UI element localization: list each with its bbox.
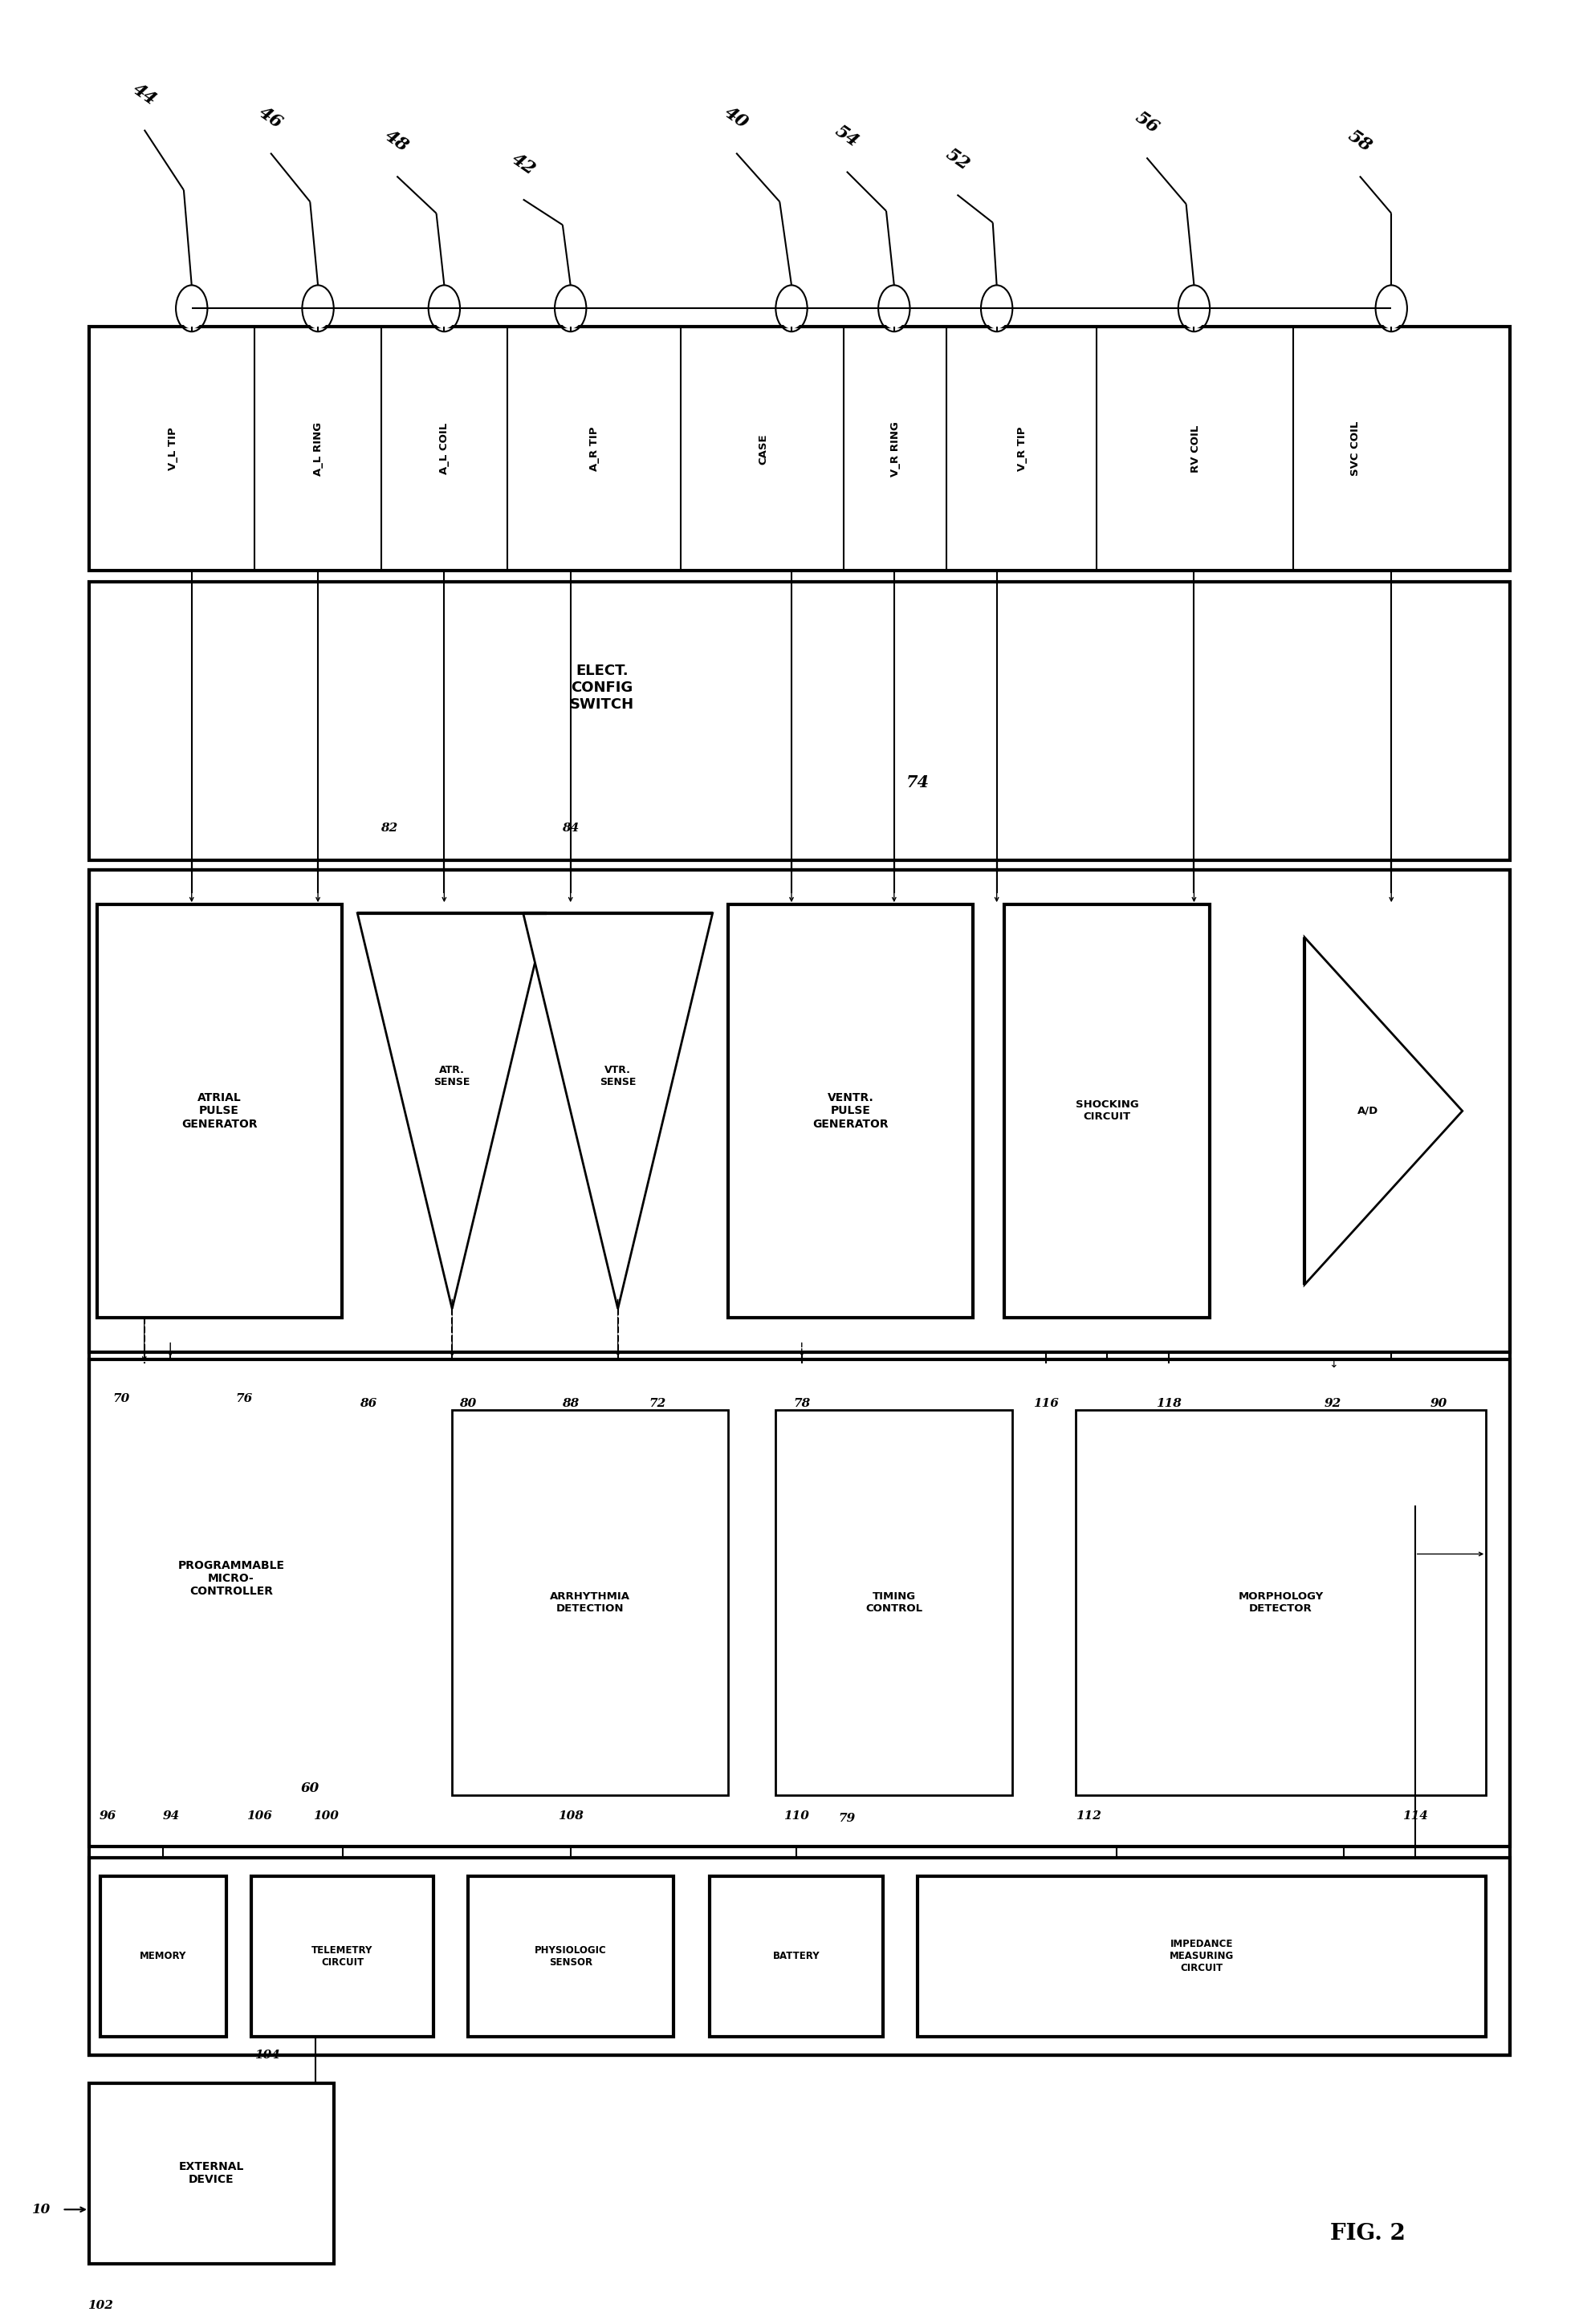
Text: 96: 96 xyxy=(100,1810,117,1822)
Text: BATTERY: BATTERY xyxy=(773,1952,820,1961)
Text: 42: 42 xyxy=(508,151,538,179)
Text: 60: 60 xyxy=(301,1783,320,1794)
Text: 104: 104 xyxy=(255,2050,280,2061)
Text: 90: 90 xyxy=(1429,1397,1447,1408)
Text: A_R TIP: A_R TIP xyxy=(589,428,600,472)
Text: ATRIAL
PULSE
GENERATOR: ATRIAL PULSE GENERATOR xyxy=(182,1092,258,1129)
Circle shape xyxy=(557,288,584,328)
Circle shape xyxy=(779,288,804,328)
Text: 92: 92 xyxy=(1325,1397,1341,1408)
Text: 54: 54 xyxy=(831,123,863,151)
Text: 74: 74 xyxy=(905,774,929,790)
Bar xyxy=(89,1857,1510,2054)
Text: 106: 106 xyxy=(247,1810,272,1822)
Bar xyxy=(89,869,1510,2054)
Text: 78: 78 xyxy=(793,1397,810,1408)
Text: EXTERNAL
DEVICE: EXTERNAL DEVICE xyxy=(179,2161,244,2185)
Text: VTR.
SENSE: VTR. SENSE xyxy=(600,1064,636,1088)
Text: 94: 94 xyxy=(163,1810,179,1822)
Text: ATR.
SENSE: ATR. SENSE xyxy=(434,1064,470,1088)
Circle shape xyxy=(880,288,907,328)
Bar xyxy=(453,1411,728,1794)
Polygon shape xyxy=(358,913,546,1308)
Circle shape xyxy=(983,288,1010,328)
Bar xyxy=(89,2082,334,2264)
Text: 52: 52 xyxy=(942,146,972,174)
Text: 88: 88 xyxy=(562,1397,579,1408)
Circle shape xyxy=(179,288,206,328)
Text: V_R TIP: V_R TIP xyxy=(1016,428,1027,472)
Bar xyxy=(89,581,1510,860)
Text: IMPEDANCE
MEASURING
CIRCUIT: IMPEDANCE MEASURING CIRCUIT xyxy=(1170,1938,1235,1973)
Text: 79: 79 xyxy=(839,1813,855,1824)
Text: 80: 80 xyxy=(459,1397,476,1408)
Polygon shape xyxy=(522,913,712,1308)
Text: 56: 56 xyxy=(1132,109,1162,137)
Text: PHYSIOLOGIC
SENSOR: PHYSIOLOGIC SENSOR xyxy=(535,1945,606,1968)
Text: 116: 116 xyxy=(1032,1397,1059,1408)
Text: 110: 110 xyxy=(784,1810,809,1822)
Text: SVC COIL: SVC COIL xyxy=(1350,421,1360,476)
Text: 114: 114 xyxy=(1403,1810,1428,1822)
Text: 46: 46 xyxy=(255,105,287,132)
Bar xyxy=(776,1411,1013,1794)
Bar xyxy=(252,1875,434,2036)
Bar xyxy=(89,1360,1510,1845)
Bar xyxy=(1075,1411,1486,1794)
Text: 118: 118 xyxy=(1156,1397,1181,1408)
Text: TIMING
CONTROL: TIMING CONTROL xyxy=(866,1592,923,1613)
Text: 72: 72 xyxy=(649,1397,666,1408)
Bar xyxy=(89,328,1510,569)
Circle shape xyxy=(1181,288,1208,328)
Text: 48: 48 xyxy=(382,128,412,156)
Text: MEMORY: MEMORY xyxy=(139,1952,187,1961)
Text: A_L RING: A_L RING xyxy=(313,423,323,476)
Text: 100: 100 xyxy=(313,1810,339,1822)
Bar xyxy=(469,1875,673,2036)
Circle shape xyxy=(304,288,331,328)
Text: 10: 10 xyxy=(32,2203,51,2217)
Text: A/D: A/D xyxy=(1357,1106,1379,1116)
Circle shape xyxy=(1377,288,1404,328)
Text: MORPHOLOGY
DETECTOR: MORPHOLOGY DETECTOR xyxy=(1238,1592,1323,1613)
Text: CASE: CASE xyxy=(758,432,768,465)
Text: 44: 44 xyxy=(130,81,160,109)
Text: FIG. 2: FIG. 2 xyxy=(1330,2222,1406,2245)
Text: 108: 108 xyxy=(557,1810,583,1822)
Text: 84: 84 xyxy=(562,823,579,834)
Text: ARRHYTHMIA
DETECTION: ARRHYTHMIA DETECTION xyxy=(551,1592,630,1613)
Bar xyxy=(89,869,1510,1353)
Text: 102: 102 xyxy=(87,2301,112,2310)
Text: 40: 40 xyxy=(720,105,752,132)
Text: 82: 82 xyxy=(380,823,397,834)
Text: ↓: ↓ xyxy=(1328,1357,1338,1369)
Circle shape xyxy=(431,288,457,328)
Text: ELECT.
CONFIG
SWITCH: ELECT. CONFIG SWITCH xyxy=(570,665,635,711)
Bar xyxy=(1005,904,1209,1318)
Bar xyxy=(97,904,342,1318)
Text: RV COIL: RV COIL xyxy=(1190,425,1201,472)
Bar xyxy=(918,1875,1486,2036)
Text: SHOCKING
CIRCUIT: SHOCKING CIRCUIT xyxy=(1075,1099,1138,1122)
Text: VENTR.
PULSE
GENERATOR: VENTR. PULSE GENERATOR xyxy=(812,1092,888,1129)
Text: 86: 86 xyxy=(359,1397,377,1408)
Text: 70: 70 xyxy=(112,1392,130,1404)
Text: V_L TIP: V_L TIP xyxy=(168,428,177,469)
Text: V_R RING: V_R RING xyxy=(891,421,901,476)
Bar xyxy=(709,1875,883,2036)
Text: A_L COIL: A_L COIL xyxy=(438,423,450,474)
Bar xyxy=(100,1875,226,2036)
Text: 112: 112 xyxy=(1075,1810,1102,1822)
Bar xyxy=(728,904,974,1318)
Text: PROGRAMMABLE
MICRO-
CONTROLLER: PROGRAMMABLE MICRO- CONTROLLER xyxy=(177,1559,285,1597)
Polygon shape xyxy=(1304,937,1463,1285)
Text: TELEMETRY
CIRCUIT: TELEMETRY CIRCUIT xyxy=(312,1945,374,1968)
Text: 76: 76 xyxy=(236,1392,252,1404)
Text: 58: 58 xyxy=(1344,128,1376,156)
